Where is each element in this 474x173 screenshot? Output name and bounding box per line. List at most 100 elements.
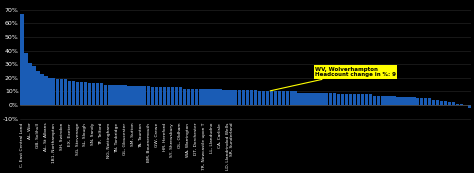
- Bar: [310, 93, 313, 105]
- Bar: [64, 79, 67, 105]
- Bar: [432, 100, 435, 105]
- Bar: [194, 89, 198, 105]
- Bar: [401, 97, 404, 105]
- Bar: [187, 89, 190, 105]
- Bar: [76, 82, 79, 105]
- Bar: [230, 90, 234, 105]
- Bar: [452, 102, 455, 105]
- Bar: [456, 104, 459, 105]
- Bar: [467, 105, 471, 108]
- Bar: [40, 74, 44, 105]
- Bar: [147, 86, 150, 105]
- Bar: [345, 94, 348, 105]
- Bar: [337, 94, 340, 105]
- Bar: [404, 97, 408, 105]
- Bar: [436, 100, 439, 105]
- Bar: [222, 90, 226, 105]
- Bar: [444, 101, 447, 105]
- Bar: [108, 85, 111, 105]
- Bar: [254, 90, 257, 105]
- Bar: [60, 79, 64, 105]
- Bar: [88, 83, 91, 105]
- Bar: [28, 63, 32, 105]
- Bar: [313, 93, 317, 105]
- Bar: [219, 89, 222, 105]
- Bar: [226, 90, 229, 105]
- Bar: [278, 92, 281, 105]
- Bar: [460, 104, 463, 105]
- Bar: [373, 95, 376, 105]
- Bar: [48, 78, 52, 105]
- Bar: [175, 87, 178, 105]
- Bar: [329, 93, 332, 105]
- Bar: [388, 95, 392, 105]
- Bar: [412, 97, 416, 105]
- Bar: [242, 90, 246, 105]
- Bar: [123, 85, 127, 105]
- Bar: [290, 92, 293, 105]
- Bar: [191, 89, 194, 105]
- Bar: [440, 101, 443, 105]
- Bar: [384, 95, 388, 105]
- Bar: [270, 92, 273, 105]
- Bar: [32, 66, 36, 105]
- Bar: [91, 83, 95, 105]
- Bar: [80, 82, 83, 105]
- Bar: [408, 97, 411, 105]
- Bar: [171, 87, 174, 105]
- Bar: [182, 89, 186, 105]
- Bar: [238, 90, 241, 105]
- Bar: [325, 93, 328, 105]
- Bar: [20, 14, 24, 105]
- Bar: [246, 90, 249, 105]
- Bar: [262, 92, 265, 105]
- Bar: [293, 92, 297, 105]
- Text: WV, Wolverhampton
Headcount change in %: 9: WV, Wolverhampton Headcount change in %:…: [270, 67, 396, 91]
- Bar: [155, 87, 158, 105]
- Bar: [44, 76, 47, 105]
- Bar: [72, 81, 75, 105]
- Bar: [365, 94, 368, 105]
- Bar: [258, 92, 261, 105]
- Bar: [428, 98, 431, 105]
- Bar: [206, 89, 210, 105]
- Bar: [369, 94, 372, 105]
- Bar: [100, 83, 103, 105]
- Bar: [52, 78, 55, 105]
- Bar: [420, 98, 423, 105]
- Bar: [376, 95, 380, 105]
- Bar: [357, 94, 360, 105]
- Bar: [159, 87, 162, 105]
- Bar: [321, 93, 325, 105]
- Bar: [424, 98, 428, 105]
- Bar: [68, 81, 71, 105]
- Bar: [199, 89, 202, 105]
- Bar: [234, 90, 237, 105]
- Bar: [392, 95, 396, 105]
- Bar: [103, 85, 107, 105]
- Bar: [266, 92, 269, 105]
- Bar: [56, 79, 59, 105]
- Bar: [285, 92, 289, 105]
- Bar: [25, 53, 28, 105]
- Bar: [128, 86, 131, 105]
- Bar: [151, 87, 155, 105]
- Bar: [143, 86, 146, 105]
- Bar: [202, 89, 206, 105]
- Bar: [341, 94, 344, 105]
- Bar: [131, 86, 135, 105]
- Bar: [179, 87, 182, 105]
- Bar: [111, 85, 115, 105]
- Bar: [84, 82, 87, 105]
- Bar: [163, 87, 166, 105]
- Bar: [448, 102, 451, 105]
- Bar: [273, 92, 277, 105]
- Bar: [96, 83, 99, 105]
- Bar: [301, 93, 305, 105]
- Bar: [333, 93, 337, 105]
- Bar: [167, 87, 170, 105]
- Bar: [135, 86, 138, 105]
- Bar: [36, 71, 40, 105]
- Bar: [349, 94, 352, 105]
- Bar: [214, 89, 218, 105]
